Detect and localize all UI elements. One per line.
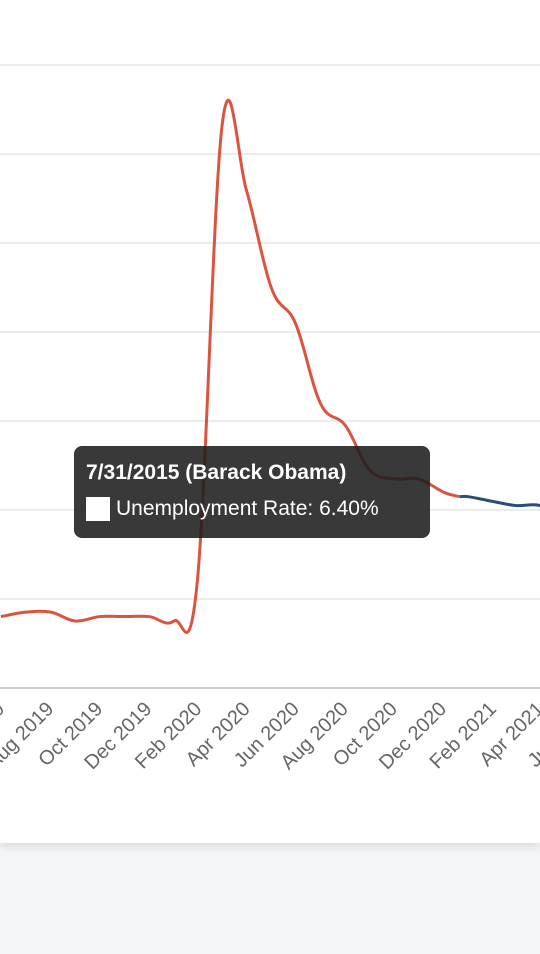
series-line-1 xyxy=(459,494,540,508)
tooltip-value: Unemployment Rate: 6.40% xyxy=(116,497,379,520)
tooltip-row: Unemployment Rate: 6.40% xyxy=(86,496,418,522)
series-lines xyxy=(0,99,540,634)
series-line-0 xyxy=(0,99,461,634)
tooltip-title: 7/31/2015 (Barack Obama) xyxy=(86,461,347,484)
tooltip-color-swatch xyxy=(86,497,110,521)
chart-tooltip: 7/31/2015 (Barack Obama) Unemployment Ra… xyxy=(74,446,430,538)
grid-lines xyxy=(0,64,540,689)
